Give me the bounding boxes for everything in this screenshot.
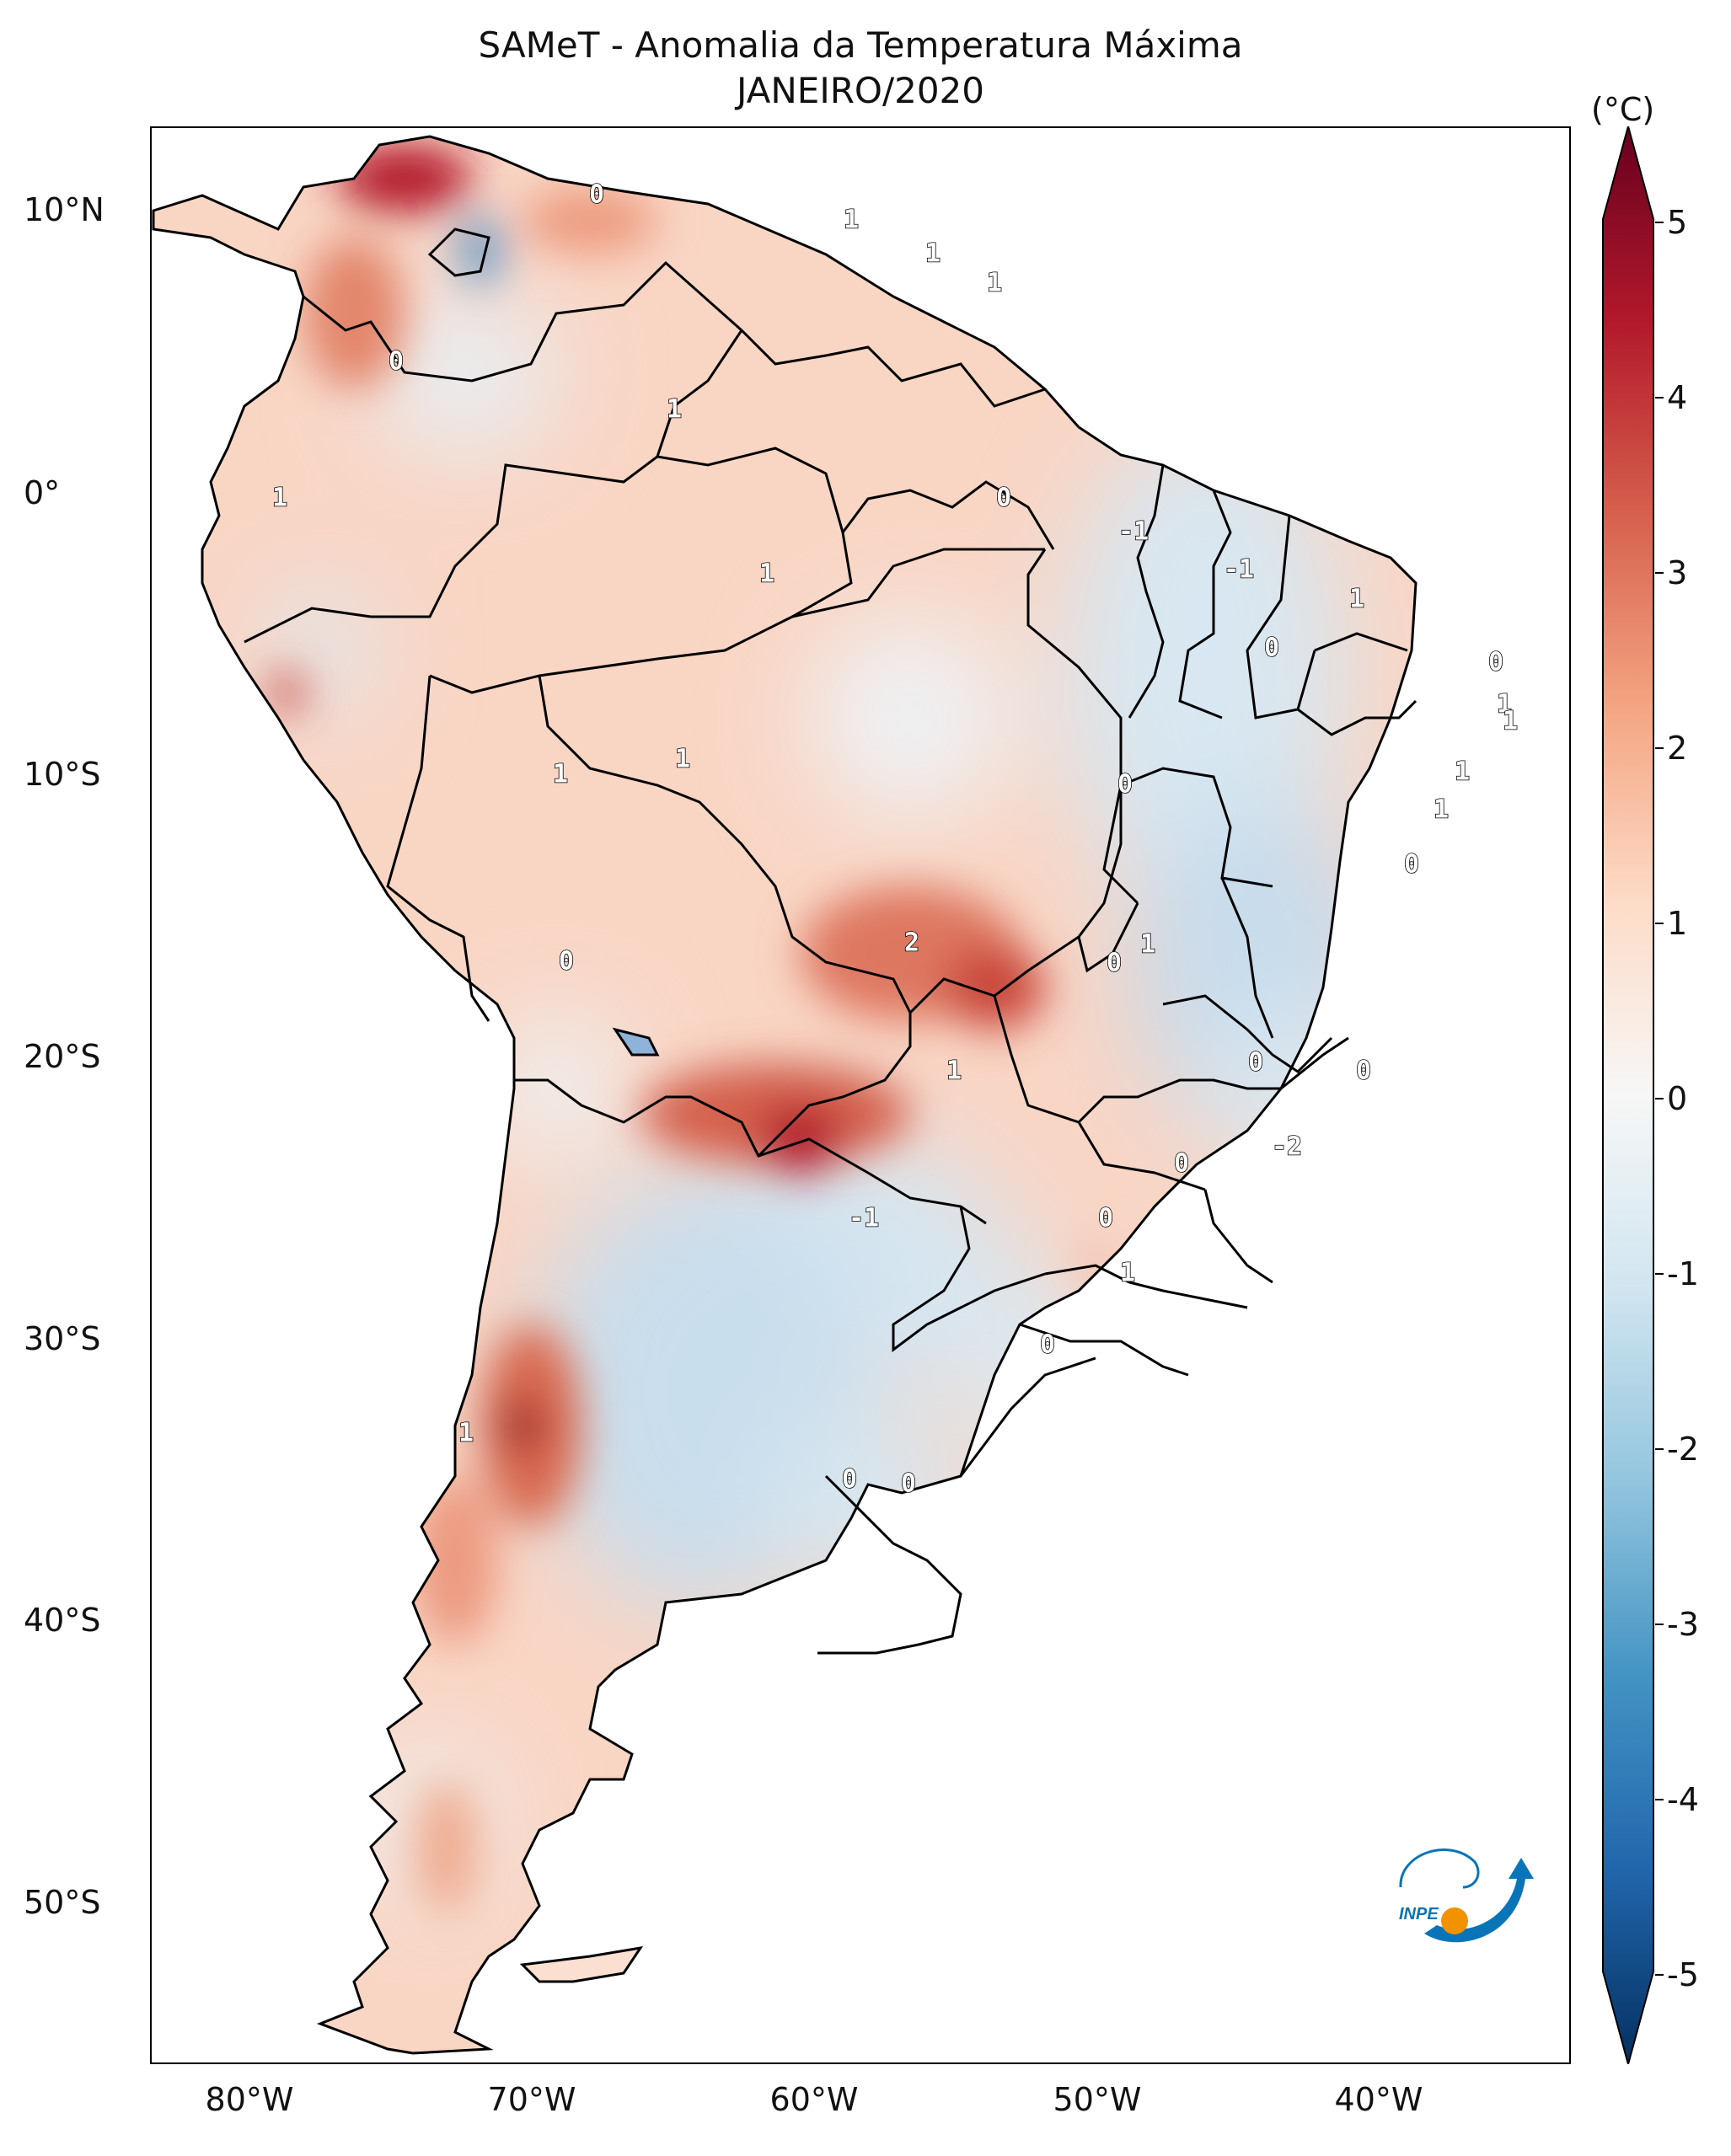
- contour-label: 0: [1264, 634, 1279, 663]
- contour-label: 0: [1404, 850, 1419, 880]
- contour-label: 0: [1248, 1048, 1263, 1078]
- lat-label: 10°S: [24, 756, 101, 793]
- contour-label: 2: [904, 928, 919, 958]
- contour-label: -1: [849, 1204, 879, 1233]
- contour-label: 1: [1434, 795, 1449, 825]
- contour-label: -1: [1118, 517, 1149, 547]
- lon-label: 40°W: [1334, 2081, 1423, 2118]
- map-frame: 0 0 1 1 1 1 1 0 -1 -1 1 1 0 0 1 1 1 1 1 1 0 0 2 1 0 0 1 0 0 -2 0 -1 0 1 0 1…: [150, 126, 1571, 2064]
- contour-label: -1: [1224, 555, 1254, 585]
- contour-label: 0: [389, 347, 404, 377]
- contour-label: 0: [1174, 1149, 1189, 1179]
- colorbar-tick: 0: [1667, 1080, 1688, 1117]
- country-borders: [244, 260, 1417, 1655]
- contour-label: 1: [458, 1419, 474, 1448]
- lon-label: 50°W: [1053, 2081, 1142, 2118]
- contour-label: 1: [844, 206, 859, 235]
- colorbar-tick: 2: [1667, 730, 1688, 767]
- logo-text: INPE: [1399, 1905, 1439, 1923]
- contour-label: 0: [1117, 770, 1133, 800]
- map-title: SAMeT - Anomalia da Temperatura Máxima: [478, 24, 1243, 66]
- contour-label: 1: [667, 395, 682, 425]
- colorbar-tick: -1: [1667, 1255, 1699, 1292]
- lat-label: 30°S: [24, 1320, 101, 1357]
- contour-label: 1: [1497, 690, 1512, 720]
- lat-label: 0°: [24, 474, 61, 511]
- contour-label: 0: [901, 1469, 916, 1499]
- colorbar-tick: -5: [1667, 1956, 1699, 1993]
- contour-label: 0: [1488, 648, 1503, 677]
- colorbar-tick: -2: [1667, 1431, 1699, 1468]
- lon-label: 80°W: [205, 2081, 294, 2118]
- contour-label: 1: [553, 760, 568, 789]
- lat-label: 50°S: [24, 1884, 101, 1921]
- contour-label: 0: [1356, 1057, 1371, 1086]
- contour-label: 1: [1455, 757, 1470, 787]
- lat-label: 20°S: [24, 1038, 101, 1075]
- contour-label: 1: [272, 484, 287, 513]
- colorbar-tick: -3: [1667, 1606, 1699, 1643]
- lat-label: 40°S: [24, 1602, 101, 1639]
- colorbar-tick: 1: [1667, 905, 1688, 942]
- falkland-islands: [519, 1945, 644, 1983]
- contour-label: 1: [675, 745, 690, 774]
- contour-label: 0: [842, 1465, 857, 1495]
- contour-label: 1: [1140, 930, 1155, 960]
- contour-label: 1: [925, 239, 941, 269]
- contour-label: 1: [759, 559, 774, 589]
- contour-label: 1: [987, 269, 1002, 298]
- colorbar-tick: 4: [1667, 379, 1688, 416]
- contour-label: 1: [1349, 585, 1364, 614]
- contour-label: -2: [1272, 1132, 1302, 1162]
- contour-label: 1: [1120, 1259, 1135, 1288]
- contour-label: 1: [946, 1057, 962, 1086]
- contour-label: 0: [1098, 1204, 1113, 1233]
- lon-label: 70°W: [487, 2081, 576, 2118]
- colorbar-tick: -4: [1667, 1781, 1699, 1818]
- colorbar-tick: 5: [1667, 204, 1688, 241]
- contour-label: 1: [1503, 707, 1518, 736]
- lat-label: 10°N: [24, 191, 105, 228]
- lake-maracaibo: [427, 227, 490, 277]
- colorbar: [1602, 126, 1654, 2064]
- contour-label: 0: [559, 947, 574, 976]
- map-subtitle: JANEIRO/2020: [737, 70, 984, 111]
- anomaly-field: [153, 136, 1416, 2053]
- contour-label: 0: [589, 180, 604, 210]
- lake-titicaca: [612, 1027, 660, 1057]
- contour-label: 0: [996, 484, 1011, 513]
- lon-label: 60°W: [769, 2081, 859, 2118]
- inpe-logo: INPE: [1399, 1848, 1534, 1943]
- colorbar-tick: 3: [1667, 554, 1688, 591]
- colorbar-unit: (°C): [1591, 91, 1655, 128]
- contour-label: 0: [1107, 949, 1122, 978]
- contour-label: 0: [1040, 1330, 1055, 1360]
